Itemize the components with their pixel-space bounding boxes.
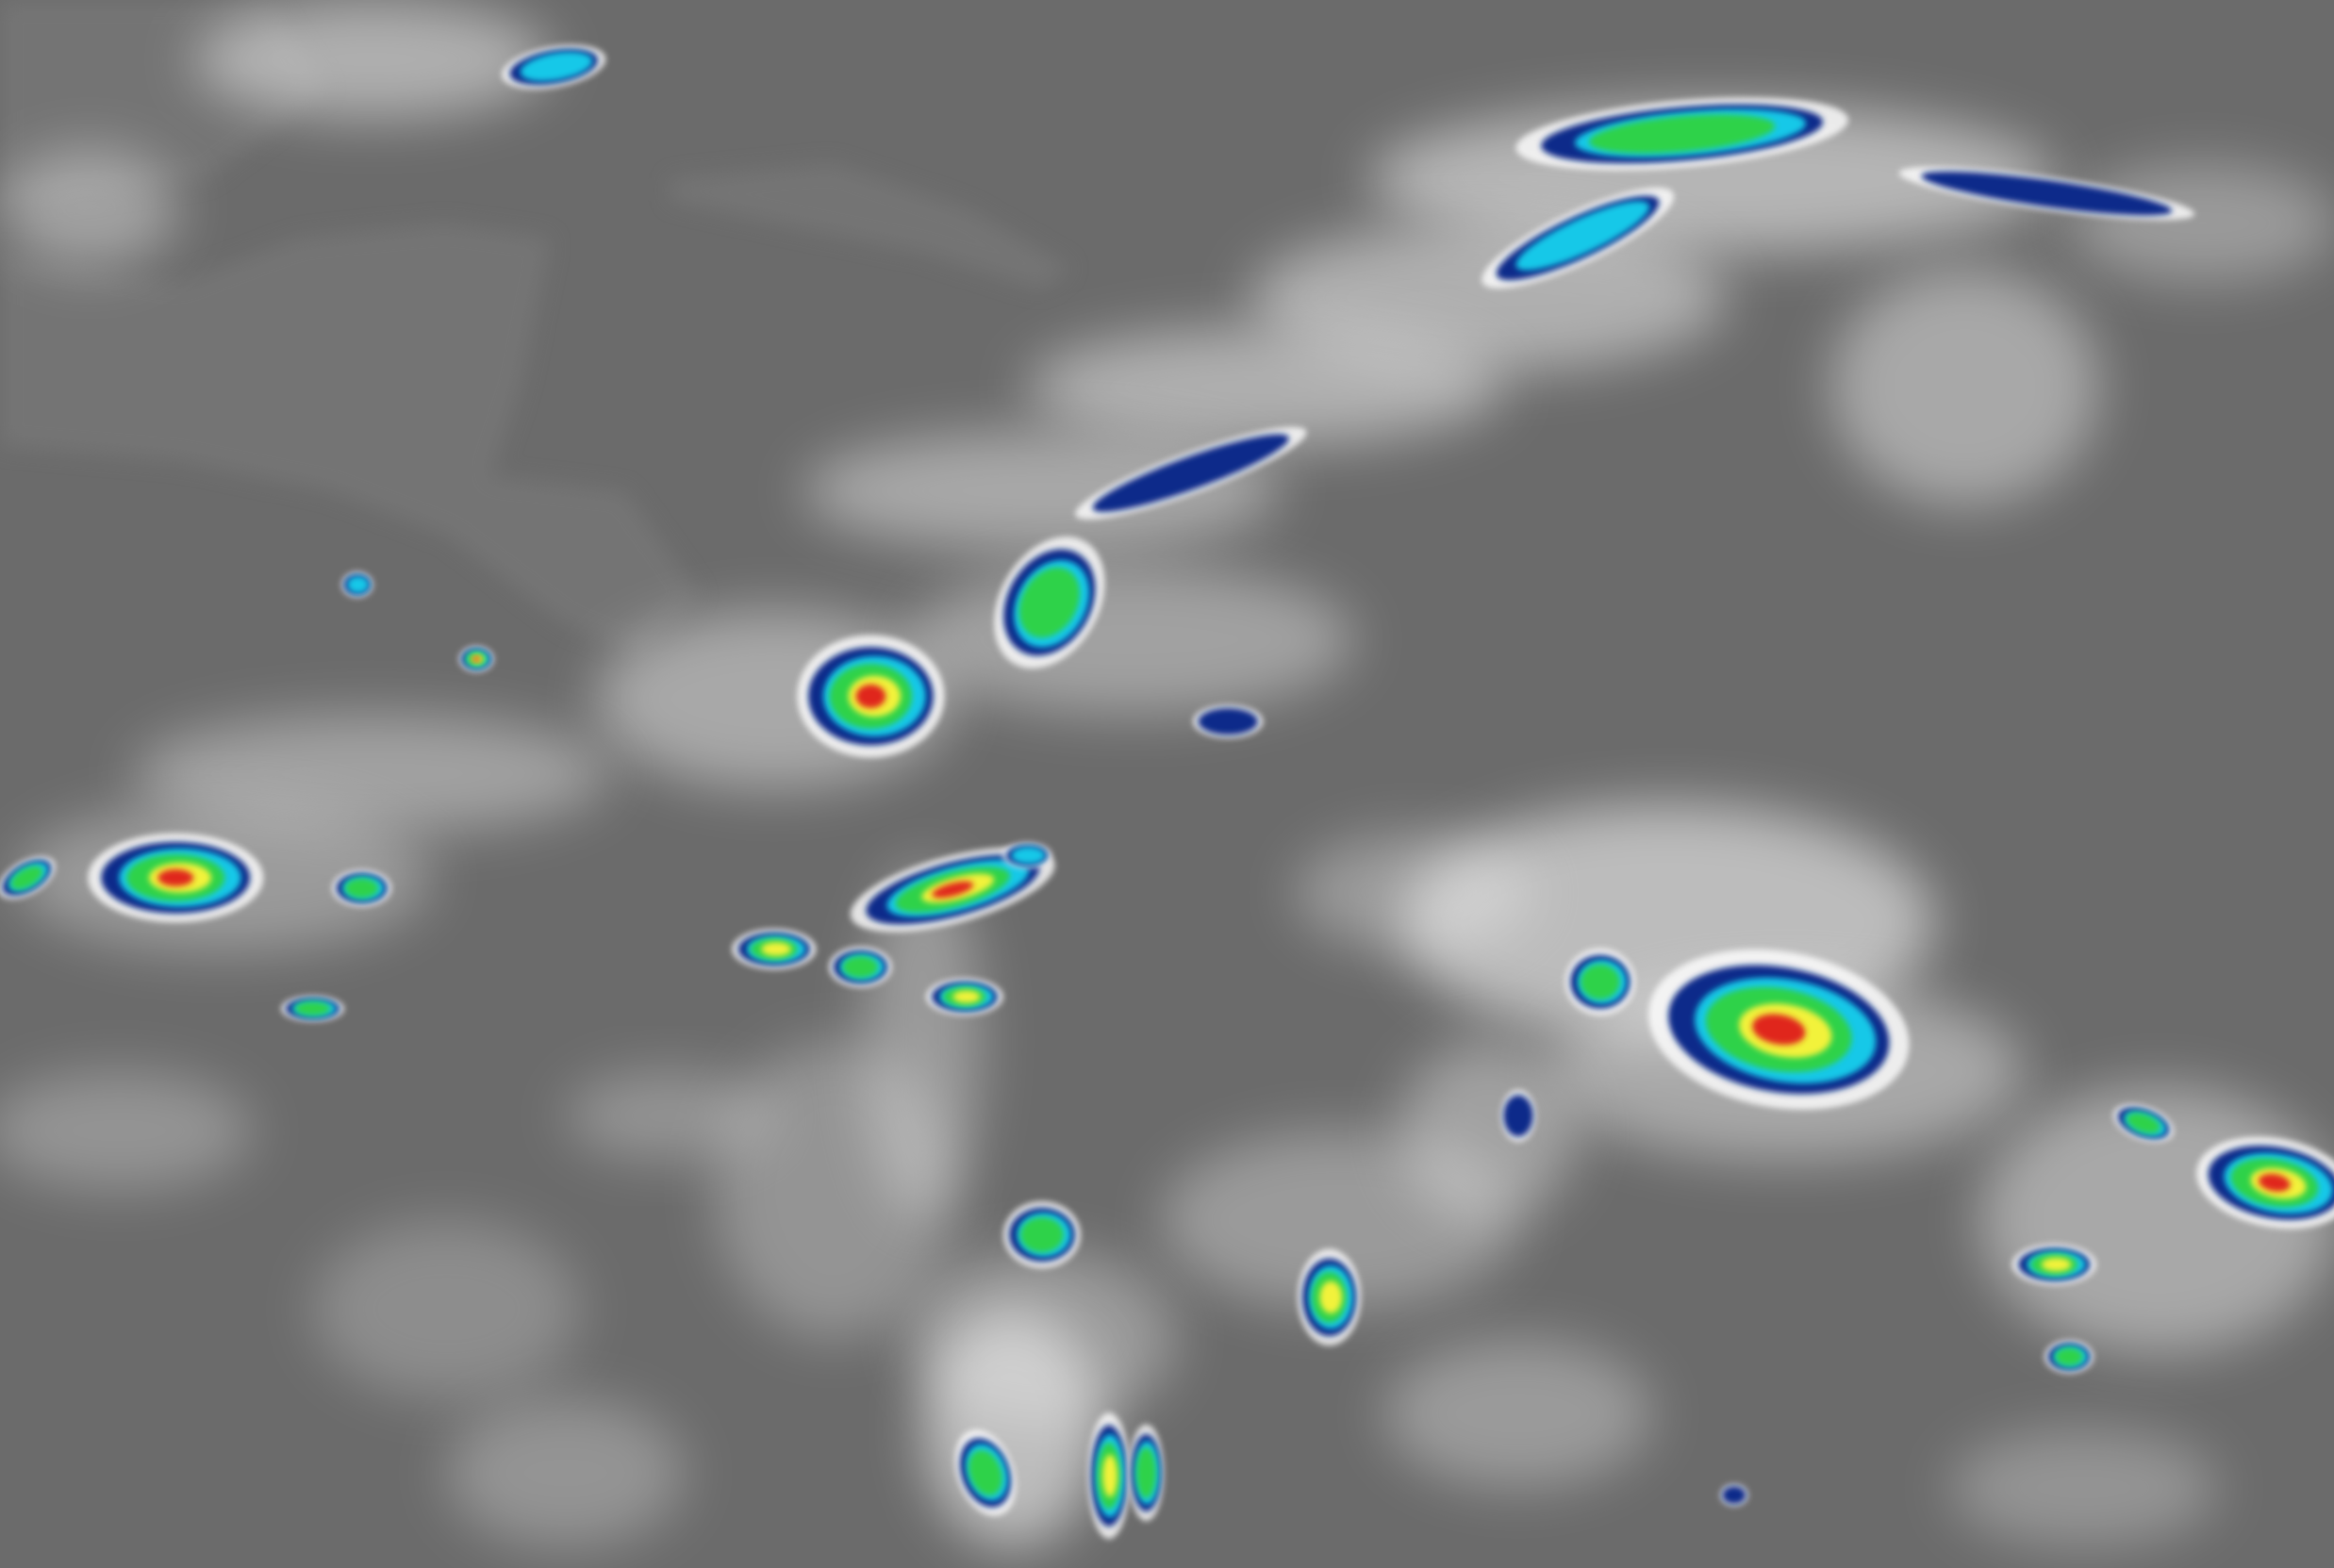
- storm-temperature-band: [1722, 1486, 1746, 1505]
- storm-cell: [1482, 188, 1675, 289]
- storm-cell: [2195, 1136, 2334, 1230]
- storm-cell: [1192, 704, 1264, 738]
- storm-cell: [1647, 949, 1910, 1110]
- storm-cell: [1128, 1424, 1165, 1522]
- cloud: [1399, 1041, 1579, 1220]
- storm-cell: [502, 44, 606, 90]
- storm-cell: [850, 847, 1055, 933]
- storm-temperature-band: [2041, 1257, 2072, 1272]
- storm-temperature-band: [472, 656, 480, 662]
- storm-cell: [994, 536, 1105, 668]
- storm-temperature-band: [1198, 708, 1258, 735]
- cloud: [1830, 268, 2099, 506]
- cloud: [803, 431, 1281, 551]
- storm-temperature-band: [842, 956, 879, 979]
- storm-temperature-band: [1589, 114, 1776, 154]
- cloud: [1295, 833, 1533, 952]
- cloud: [193, 0, 552, 120]
- storm-temperature-band: [1011, 847, 1046, 865]
- cloud: [2069, 163, 2334, 283]
- storm-cell: [458, 646, 494, 672]
- storm-cell: [1500, 1089, 1536, 1142]
- land-area: [670, 163, 1072, 290]
- storm-cell: [1087, 1412, 1131, 1540]
- storm-cell: [1075, 426, 1307, 520]
- storm-temperature-band: [761, 942, 791, 956]
- cloud: [312, 1219, 581, 1399]
- storm-temperature-band: [347, 576, 370, 594]
- storm-temperature-band: [1019, 1216, 1064, 1253]
- storm-temperature-band: [968, 1449, 1002, 1496]
- storm-cell: [1002, 1201, 1081, 1269]
- storm-cell: [1719, 1483, 1748, 1507]
- storm-cell: [1002, 842, 1052, 869]
- cloud: [1383, 1339, 1653, 1488]
- storm-temperature-band: [344, 878, 379, 899]
- storm-temperature-band: [1135, 1446, 1156, 1499]
- storm-temperature-band: [1580, 964, 1620, 1000]
- storm-temperature-band: [932, 881, 974, 899]
- storm-temperature-band: [1092, 434, 1289, 512]
- storm-cell: [797, 635, 945, 758]
- cloud: [0, 1071, 254, 1191]
- storm-temperature-band: [2127, 1113, 2160, 1134]
- land-area: [0, 223, 700, 655]
- storm-cell: [280, 995, 344, 1022]
- cloud: [1027, 327, 1504, 447]
- convective-storm-cells: [0, 44, 2334, 1540]
- cloud: [1949, 1428, 2218, 1547]
- storm-temperature-band: [952, 990, 981, 1003]
- storm-temperature-band: [1503, 1095, 1533, 1137]
- storm-temperature-band: [10, 866, 43, 890]
- cloud: [134, 714, 611, 834]
- storm-cell: [828, 946, 892, 988]
- cloud: [922, 1309, 1102, 1547]
- storm-temperature-band: [1921, 171, 2173, 216]
- storm-temperature-band: [855, 684, 886, 708]
- cloud: [446, 1398, 686, 1547]
- storm-temperature-band: [1515, 201, 1650, 271]
- storm-temperature-band: [2258, 1173, 2291, 1192]
- storm-cell: [341, 571, 373, 598]
- storm-temperature-band: [2055, 1347, 2083, 1366]
- storm-cell: [2011, 1244, 2096, 1285]
- storm-cell: [2044, 1340, 2094, 1374]
- storm-cell: [732, 928, 817, 970]
- storm-temperature-band: [520, 51, 593, 82]
- storm-cell: [331, 869, 392, 907]
- storm-cell: [1298, 1248, 1362, 1346]
- cloud: [0, 148, 179, 269]
- storm-cell: [2112, 1103, 2175, 1143]
- storm-temperature-band: [1018, 567, 1080, 638]
- storm-temperature-band: [1752, 1014, 1806, 1046]
- cloud: [907, 565, 1355, 715]
- storm-cell: [1898, 166, 2195, 221]
- storm-cell: [954, 1429, 1017, 1516]
- storm-temperature-band: [294, 1001, 331, 1016]
- storm-cell: [88, 833, 264, 923]
- cloud: [863, 863, 983, 1220]
- storm-temperature-band: [1319, 1280, 1343, 1314]
- storm-cell: [925, 978, 1003, 1015]
- storm-temperature-band: [1102, 1454, 1118, 1497]
- storm-temperature-band: [157, 868, 194, 886]
- storm-cell: [1515, 97, 1848, 171]
- storm-cell: [1564, 948, 1636, 1015]
- cloud: [565, 1071, 774, 1161]
- storm-cell: [0, 856, 56, 900]
